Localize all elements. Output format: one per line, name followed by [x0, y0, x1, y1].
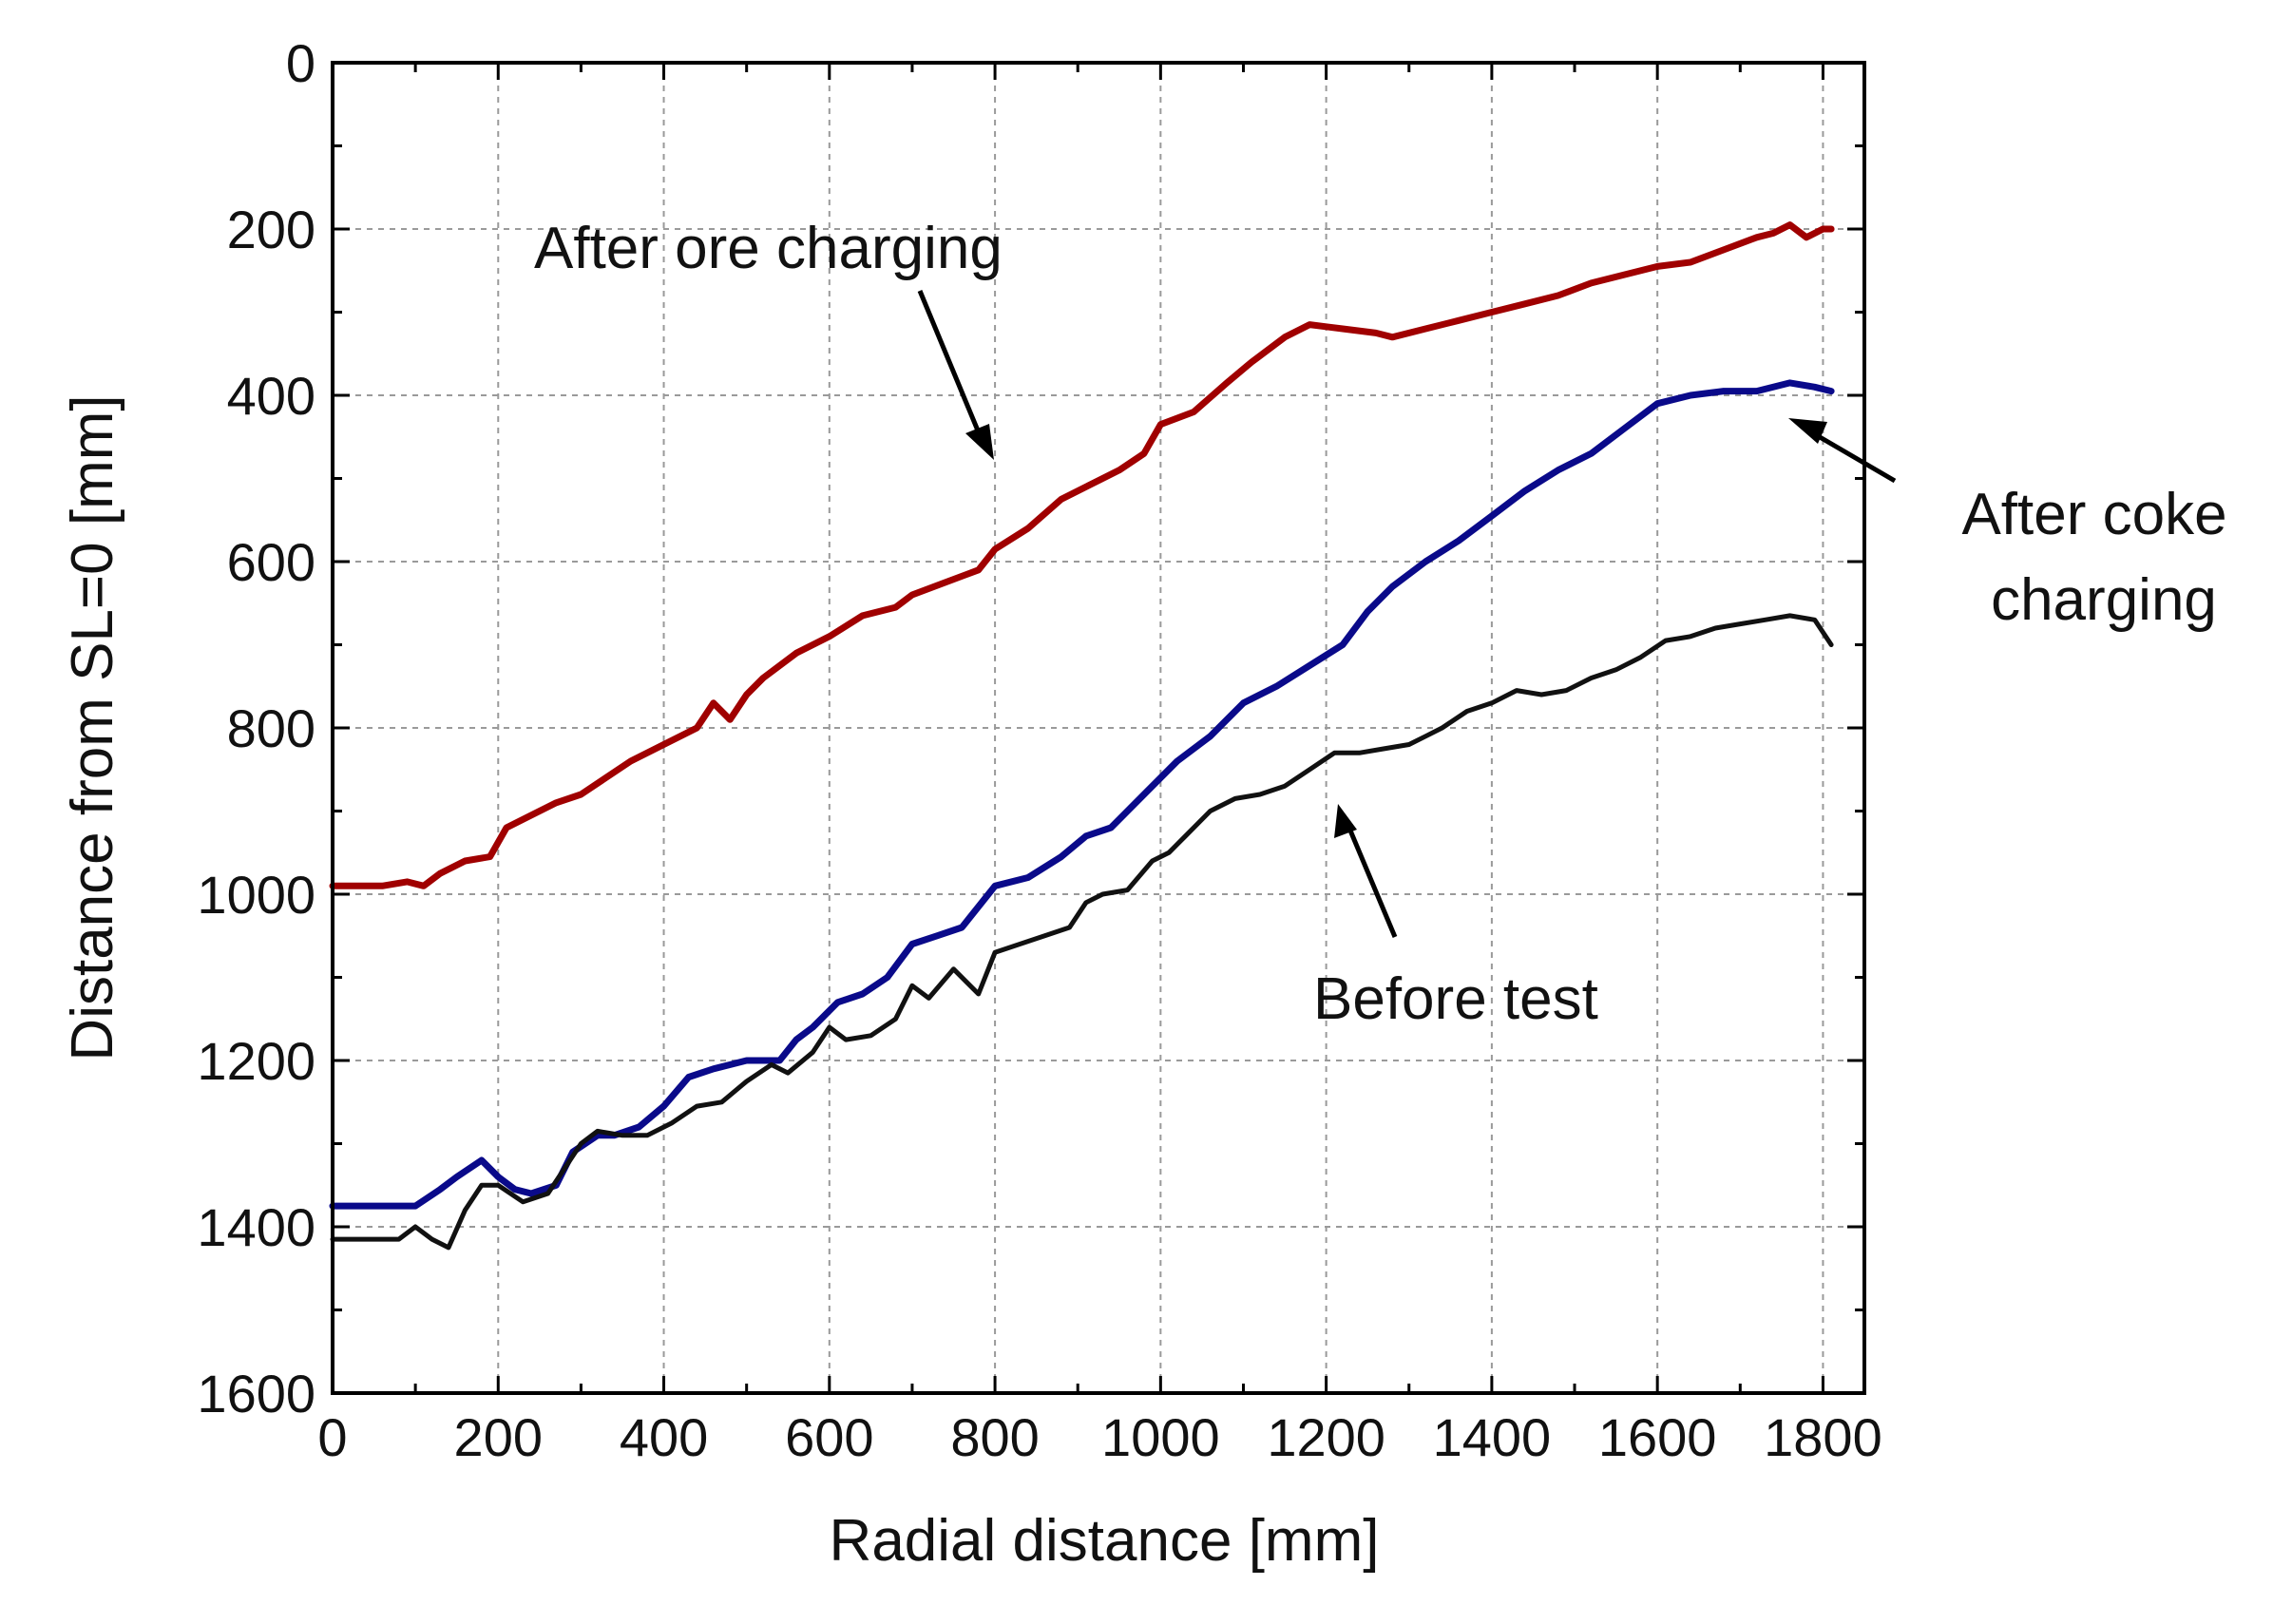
arrowhead-after-ore-charging: [965, 424, 994, 460]
x-tick-label: 0: [317, 1407, 347, 1467]
y-tick-label: 1600: [197, 1364, 315, 1423]
x-tick-label: 1000: [1101, 1407, 1220, 1467]
arrowhead-before-test: [1334, 804, 1357, 838]
x-tick-label: 600: [785, 1407, 873, 1467]
series-before-test: [330, 613, 1834, 1251]
x-tick-label: 400: [620, 1407, 708, 1467]
x-tick-label: 1800: [1764, 1407, 1882, 1467]
x-tick-label: 800: [950, 1407, 1039, 1467]
y-tick-label: 600: [227, 532, 315, 592]
series-layer: [329, 221, 1835, 1251]
annotation-after-coke-charging-line2: charging: [1991, 567, 2217, 633]
y-tick-label: 1200: [197, 1031, 315, 1091]
annotation-after-coke-charging-line1: After coke: [1961, 482, 2226, 547]
arrow-before-test: [1343, 818, 1398, 938]
x-axis-title: Radial distance [mm]: [830, 1508, 1380, 1574]
y-tick-label: 800: [227, 698, 315, 758]
annotation-layer: After ore charging After coke charging B…: [534, 216, 2227, 1032]
annotation-before-test: Before test: [1313, 966, 1598, 1032]
grid-layer: [333, 63, 1864, 1393]
series-after-ore-charging: [329, 221, 1835, 889]
y-tick-label: 1400: [197, 1197, 315, 1257]
y-tick-labels: 0 200 400 600 800 1000 1200 1400 1600: [197, 33, 315, 1423]
y-tick-label: 1000: [197, 865, 315, 925]
annotation-after-ore-charging: After ore charging: [534, 216, 1003, 281]
x-tick-labels: 0 200 400 600 800 1000 1200 1400 1600 1800: [317, 1407, 1881, 1467]
y-tick-label: 200: [227, 200, 315, 259]
arrow-after-ore-charging: [917, 290, 987, 448]
x-tick-label: 1600: [1598, 1407, 1717, 1467]
x-tick-label: 1200: [1267, 1407, 1385, 1467]
x-tick-label: 1400: [1433, 1407, 1552, 1467]
series-after-coke-charging: [329, 379, 1835, 1210]
x-tick-label: 200: [454, 1407, 543, 1467]
tick-layer: [331, 61, 1864, 1395]
y-tick-label: 0: [286, 33, 315, 93]
y-axis-title: Distance from SL=0 [mm]: [60, 394, 125, 1060]
y-tick-label: 400: [227, 366, 315, 426]
arrowhead-after-coke-charging: [1788, 418, 1827, 444]
